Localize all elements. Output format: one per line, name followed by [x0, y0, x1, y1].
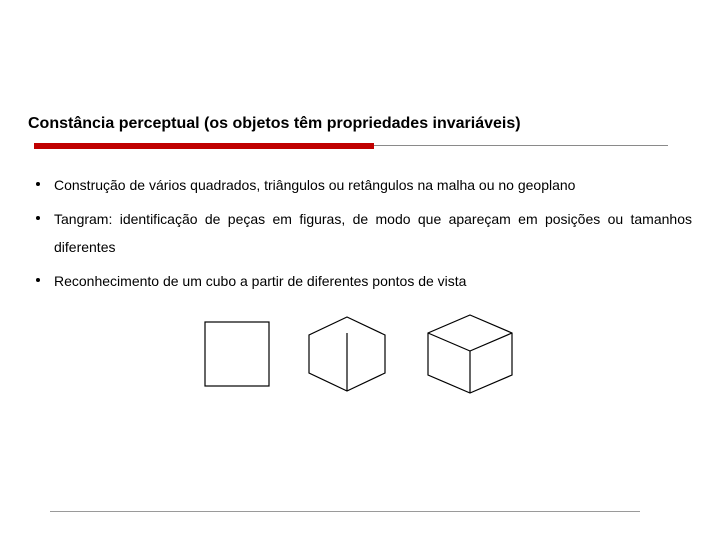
list-item: Reconhecimento de um cubo a partir de di…	[32, 267, 692, 295]
bullet-text: Tangram: identificação de peças em figur…	[54, 211, 692, 255]
cube-view-front-icon	[204, 321, 270, 387]
bullet-text: Reconhecimento de um cubo a partir de di…	[54, 273, 466, 289]
title-underline	[34, 143, 692, 149]
bullet-dot-icon	[36, 216, 40, 220]
cube-view-hexagon-icon	[306, 315, 388, 393]
cube-view-isometric-icon	[424, 313, 516, 395]
bullet-text: Construção de vários quadrados, triângul…	[54, 177, 575, 193]
bullet-dot-icon	[36, 182, 40, 186]
list-item: Tangram: identificação de peças em figur…	[32, 205, 692, 261]
list-item: Construção de vários quadrados, triângul…	[32, 171, 692, 199]
slide-title: Constância perceptual (os objetos têm pr…	[28, 115, 692, 133]
bullet-list: Construção de vários quadrados, triângul…	[28, 171, 692, 295]
bullet-dot-icon	[36, 278, 40, 282]
red-underline	[34, 143, 374, 149]
footer-line	[50, 511, 640, 512]
cube-figures-row	[28, 313, 692, 395]
